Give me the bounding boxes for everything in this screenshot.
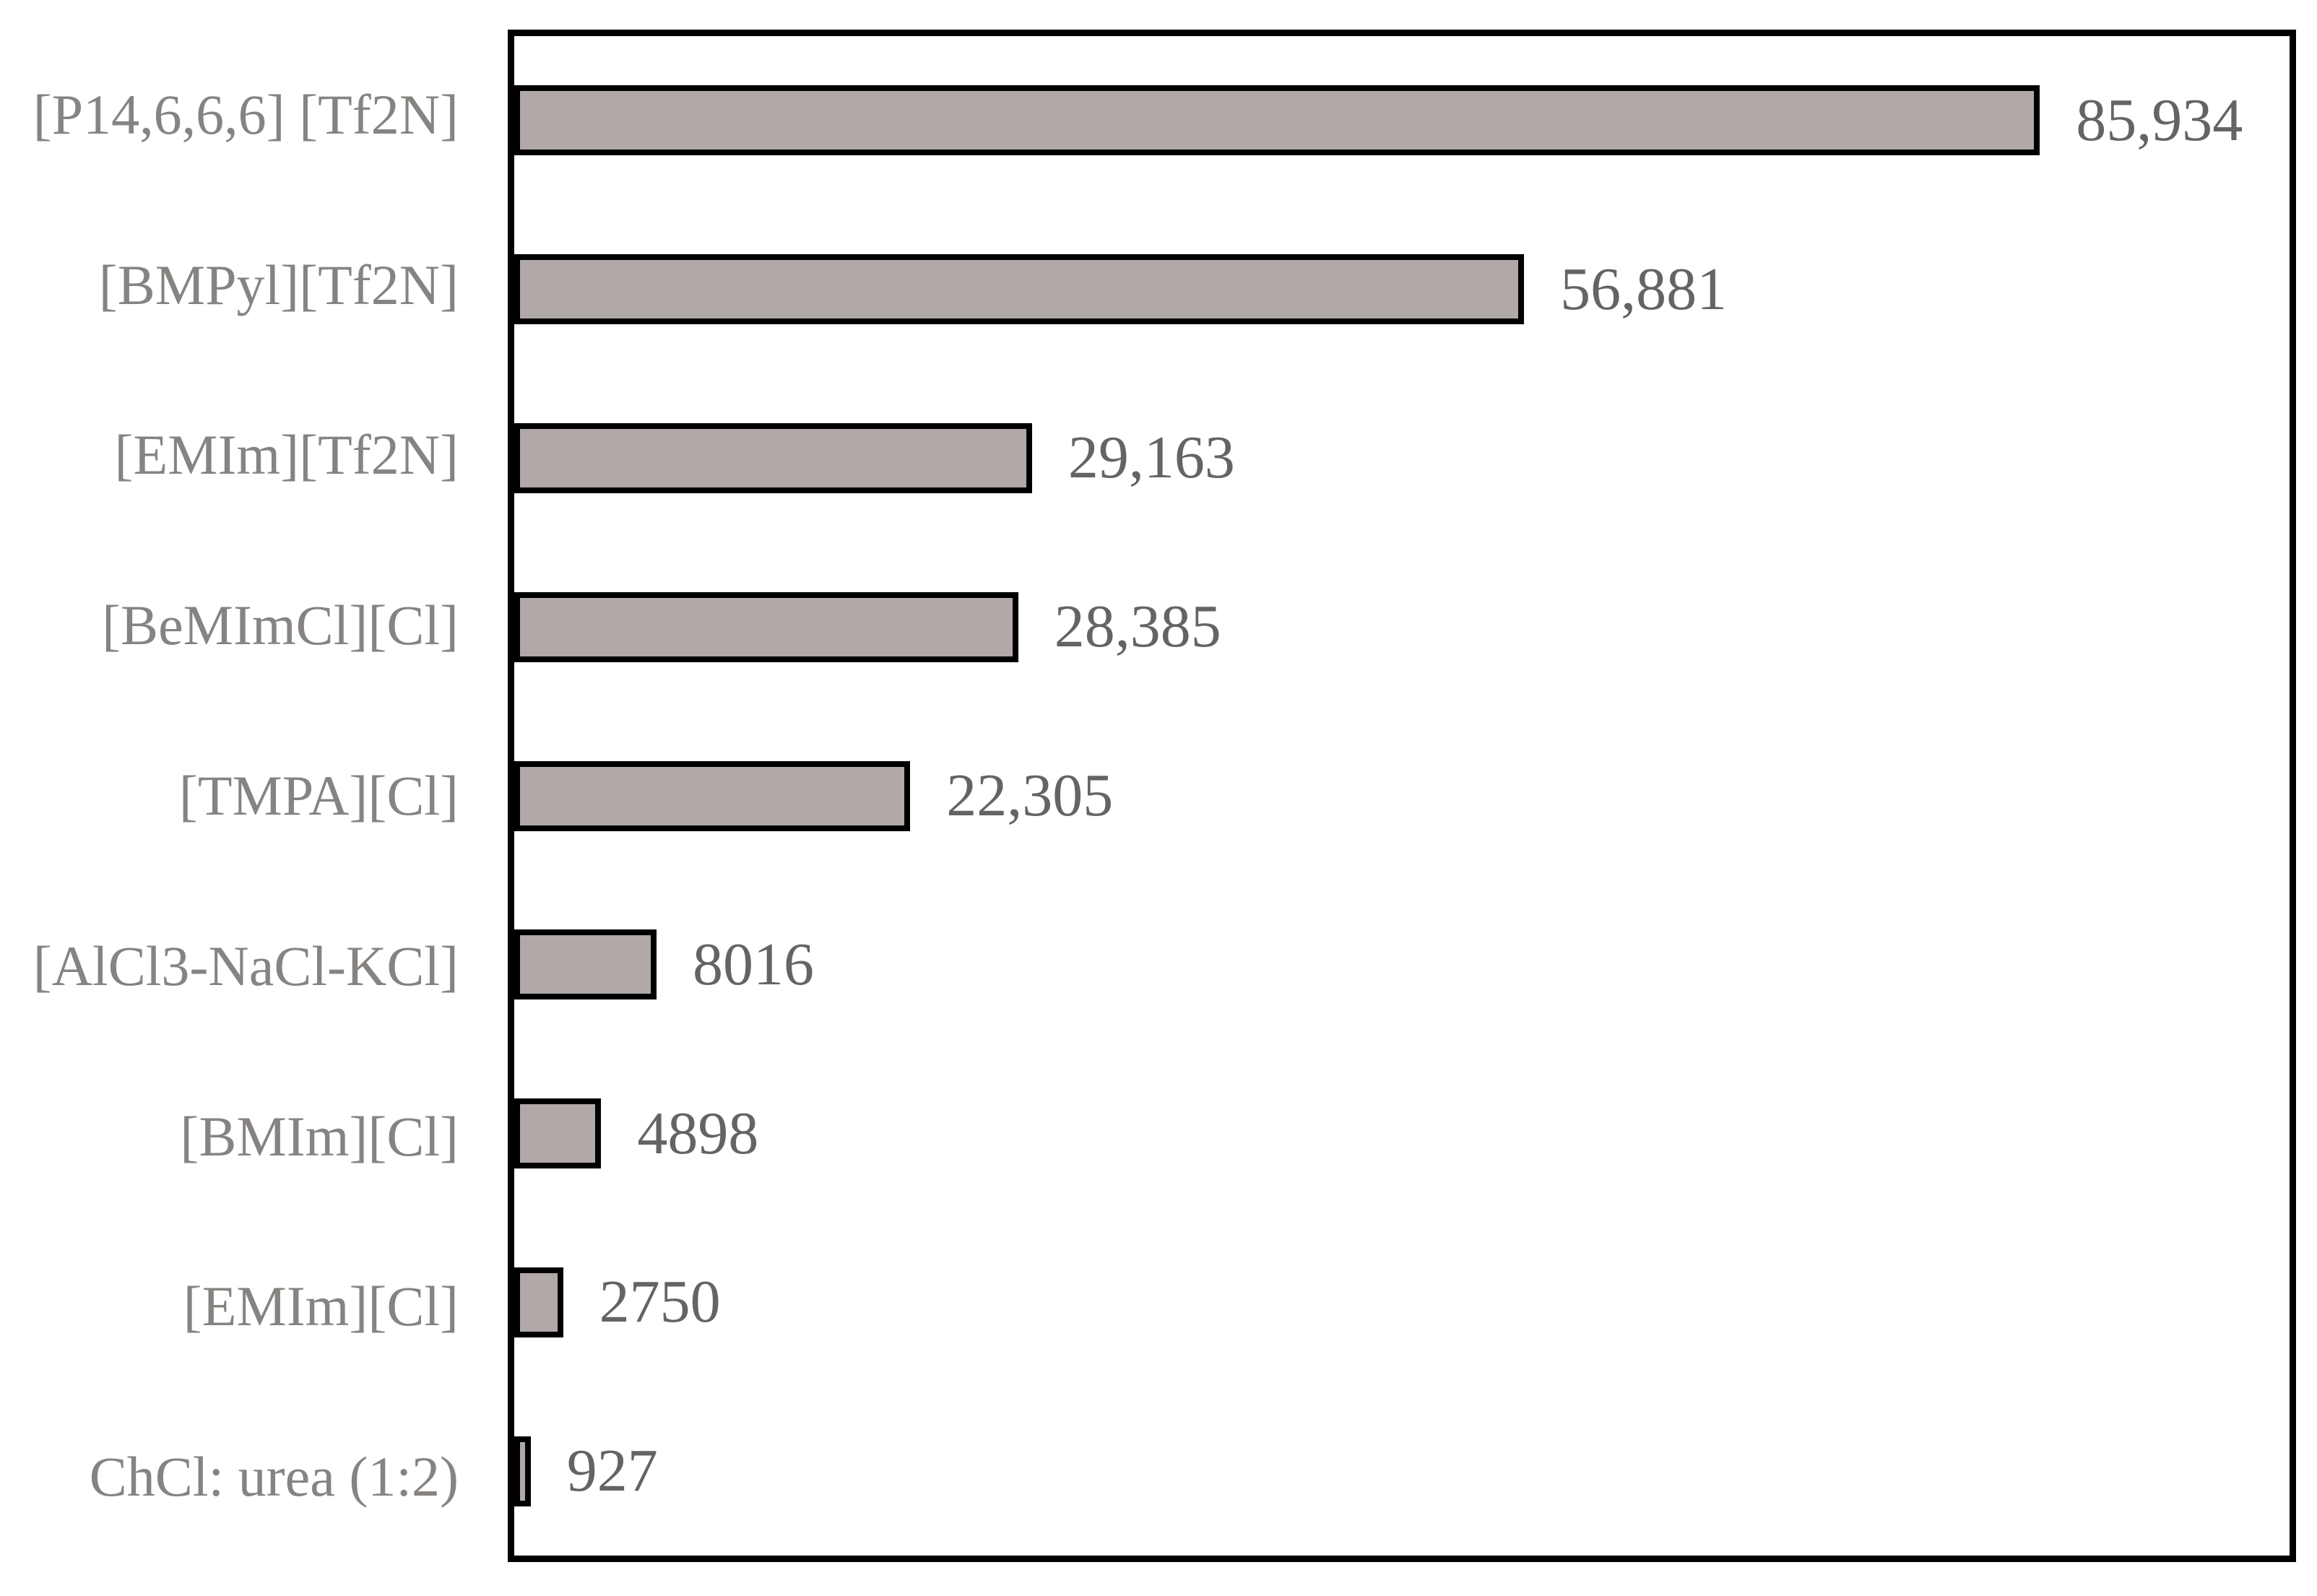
value-label: 2750 [599, 1268, 721, 1336]
category-row: [TMPA][Cl] [0, 711, 459, 881]
bar [514, 1436, 531, 1506]
bar-row: 2750 [514, 1218, 2290, 1387]
bar-row: 4898 [514, 1049, 2290, 1218]
category-row: [EMIm][Cl] [0, 1221, 459, 1392]
category-row: ChCl: urea (1:2) [0, 1392, 459, 1562]
bar-row: 22,305 [514, 711, 2290, 880]
value-label: 29,163 [1067, 424, 1235, 492]
value-label: 8016 [693, 930, 815, 998]
category-label: [EMIm][Cl] [183, 1275, 459, 1338]
category-row: [EMIm][Tf2N] [0, 370, 459, 541]
bar-row: 927 [514, 1387, 2290, 1556]
category-row: [BMPyl][Tf2N] [0, 200, 459, 370]
bar-row: 85,934 [514, 36, 2290, 205]
category-row: [BMIm][Cl] [0, 1051, 459, 1222]
value-label: 56,881 [1560, 255, 1728, 323]
category-label: ChCl: urea (1:2) [89, 1445, 459, 1509]
category-axis: [P14,6,6,6] [Tf2N] [BMPyl][Tf2N] [EMIm][Tf… [0, 30, 459, 1562]
value-label: 28,385 [1054, 593, 1221, 661]
bar-row: 28,385 [514, 542, 2290, 711]
value-label: 22,305 [946, 762, 1114, 830]
category-label: [BMPyl][Tf2N] [98, 253, 459, 316]
bar [514, 1267, 563, 1337]
category-label: [P14,6,6,6] [Tf2N] [33, 82, 459, 146]
bar [514, 422, 1032, 493]
category-label: [BMIm][Cl] [180, 1104, 459, 1168]
bar [514, 254, 1525, 325]
bar [514, 591, 1018, 662]
category-label: [BeMImCl][Cl] [102, 594, 459, 657]
bar-row: 8016 [514, 880, 2290, 1049]
category-row: [BeMImCl][Cl] [0, 540, 459, 711]
bar-row: 56,881 [514, 205, 2290, 374]
bar [514, 85, 2040, 156]
value-label: 927 [566, 1437, 658, 1505]
category-label: [EMIm][Tf2N] [114, 423, 459, 487]
plot-area: 85,934 56,881 29,163 28,385 22,305 8016 4898 27… [508, 30, 2296, 1562]
bar [514, 760, 911, 831]
category-label: [AlCl3-NaCl-KCl] [33, 934, 459, 997]
value-label: 85,934 [2076, 86, 2243, 154]
bar [514, 929, 657, 1000]
category-row: [AlCl3-NaCl-KCl] [0, 881, 459, 1051]
category-label: [TMPA][Cl] [178, 764, 459, 828]
bar-row: 29,163 [514, 374, 2290, 543]
bar [514, 1098, 602, 1169]
value-label: 4898 [637, 1099, 759, 1167]
category-row: [P14,6,6,6] [Tf2N] [0, 30, 459, 200]
